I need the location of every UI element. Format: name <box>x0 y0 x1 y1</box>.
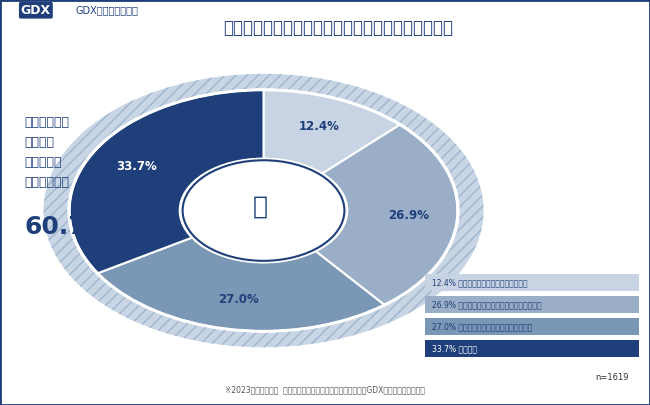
Wedge shape <box>70 90 263 273</box>
Circle shape <box>68 89 459 332</box>
Text: よく知らない: よく知らない <box>24 176 69 189</box>
Text: について: について <box>24 136 54 149</box>
Text: 33.7% 知らない: 33.7% 知らない <box>432 345 477 354</box>
FancyBboxPatch shape <box>425 341 639 357</box>
FancyBboxPatch shape <box>425 274 639 291</box>
Text: GDXリサーチ研究所: GDXリサーチ研究所 <box>76 5 138 15</box>
Text: ※2023年１月～２月  全国の中小企業経営者対象　フォーバルGDXリサーチ研究所調べ: ※2023年１月～２月 全国の中小企業経営者対象 フォーバルGDXリサーチ研究所… <box>225 385 425 394</box>
Text: 33.7%: 33.7% <box>116 160 157 173</box>
Text: n=1619: n=1619 <box>595 373 629 382</box>
Circle shape <box>179 158 348 263</box>
Wedge shape <box>263 90 400 211</box>
Text: 60.7%: 60.7% <box>24 215 110 239</box>
Text: GDX: GDX <box>21 4 51 17</box>
Text: 26.9% 知っているが、説明できるほどではない: 26.9% 知っているが、説明できるほどではない <box>432 301 541 309</box>
Text: 12.4%: 12.4% <box>298 120 339 133</box>
Text: 知らない・: 知らない・ <box>24 156 62 169</box>
Circle shape <box>183 160 344 261</box>
Text: 📖: 📖 <box>253 194 268 219</box>
Text: 27.0% 聞いたことはあるが、よく知らない: 27.0% 聞いたことはあるが、よく知らない <box>432 323 532 332</box>
Circle shape <box>44 74 484 347</box>
Text: 26.9%: 26.9% <box>389 209 430 222</box>
Text: あなたは「リスキリング」とは何かご存じですか？: あなたは「リスキリング」とは何かご存じですか？ <box>223 19 453 36</box>
FancyBboxPatch shape <box>425 296 639 313</box>
FancyBboxPatch shape <box>425 318 639 335</box>
Text: 12.4% 知っており、他の人に説明できる: 12.4% 知っており、他の人に説明できる <box>432 279 527 288</box>
Text: リスキリング: リスキリング <box>24 115 69 128</box>
Wedge shape <box>263 125 458 305</box>
Text: 27.0%: 27.0% <box>218 293 259 306</box>
Wedge shape <box>98 211 384 331</box>
